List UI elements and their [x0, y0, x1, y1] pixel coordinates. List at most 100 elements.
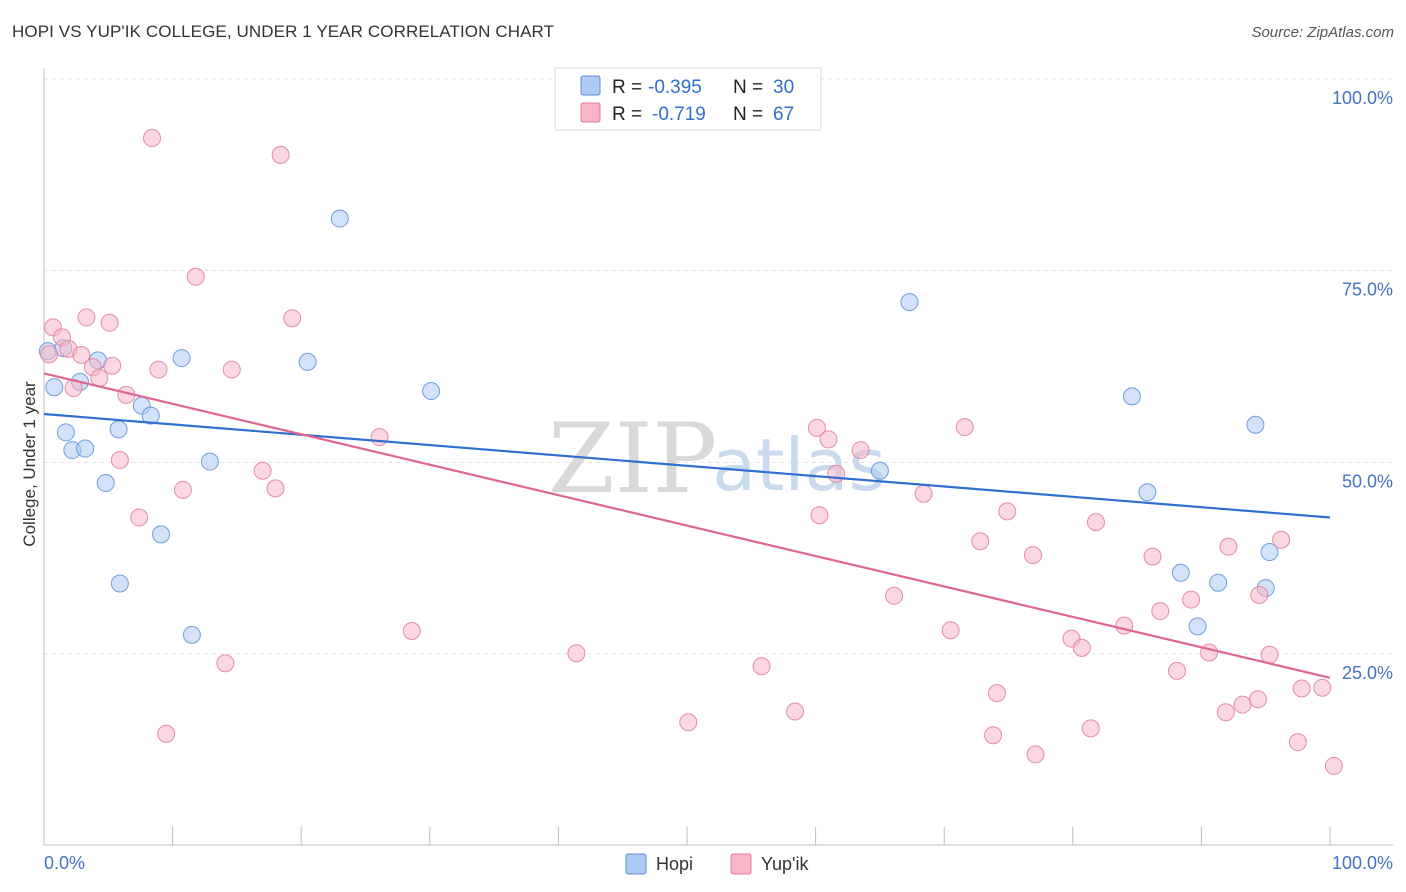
- point-yupik-44: [1023, 546, 1042, 565]
- legend-n-value-hopi: 30: [773, 77, 794, 98]
- point-yupik-60: [1250, 585, 1269, 604]
- bottom-legend: Hopi Yup'ik: [625, 853, 809, 875]
- point-hopi-27: [1246, 415, 1265, 434]
- watermark-zip: ZIP: [548, 403, 717, 515]
- gridlines: [44, 78, 1393, 655]
- point-yupik-26: [402, 622, 421, 640]
- trend-line-yupik: [43, 372, 1331, 679]
- point-yupik-41: [984, 726, 1003, 745]
- point-yupik-20: [222, 360, 241, 379]
- point-hopi-6: [76, 439, 95, 458]
- point-yupik-56: [1216, 703, 1235, 722]
- axes: [43, 68, 1393, 846]
- point-yupik-27: [567, 644, 586, 663]
- point-yupik-40: [971, 532, 990, 551]
- point-yupik-36: [885, 586, 904, 605]
- x-tick-labels: 0.0% 100.0%: [44, 853, 1393, 873]
- point-yupik-42: [987, 684, 1006, 703]
- point-yupik-9: [100, 313, 119, 332]
- point-yupik-53: [1167, 661, 1186, 680]
- legend-box: R = -0.395 N = 30 R = -0.719 N = 67: [554, 67, 822, 131]
- y-tick-label-1: 75.0%: [1342, 280, 1393, 300]
- point-yupik-43: [998, 502, 1017, 521]
- point-hopi-25: [1188, 617, 1207, 636]
- trend-line-hopi: [43, 412, 1331, 519]
- point-hopi-29: [1260, 543, 1279, 562]
- point-yupik-30: [786, 702, 805, 721]
- point-yupik-58: [1233, 695, 1252, 714]
- point-hopi-24: [1171, 563, 1190, 582]
- point-yupik-52: [1151, 602, 1170, 621]
- point-hopi-3: [56, 423, 75, 442]
- point-yupik-6: [77, 308, 96, 327]
- point-yupik-29: [752, 657, 771, 676]
- point-yupik-45: [1026, 745, 1045, 764]
- legend-n-label-hopi: N =: [733, 77, 763, 98]
- legend-n-label-yupik: N =: [733, 104, 763, 125]
- point-yupik-28: [679, 713, 698, 732]
- point-yupik-17: [173, 480, 192, 499]
- chart-title: HOPI VS YUP'IK COLLEGE, UNDER 1 YEAR COR…: [12, 22, 555, 41]
- point-yupik-62: [1272, 530, 1291, 549]
- point-yupik-22: [266, 479, 285, 498]
- point-hopi-9: [109, 420, 128, 439]
- point-hopi-22: [1122, 387, 1141, 406]
- point-hopi-26: [1209, 573, 1228, 592]
- point-yupik-63: [1288, 733, 1307, 752]
- point-yupik-10: [103, 356, 122, 375]
- point-yupik-23: [271, 145, 290, 164]
- bottom-legend-label-yupik: Yup'ik: [761, 854, 809, 874]
- point-hopi-10: [110, 574, 129, 593]
- point-yupik-65: [1313, 678, 1332, 697]
- x-tick-label-left: 0.0%: [44, 853, 85, 873]
- point-yupik-13: [130, 508, 149, 527]
- point-yupik-35: [851, 441, 870, 460]
- point-yupik-11: [110, 451, 129, 470]
- point-yupik-49: [1086, 513, 1105, 532]
- point-yupik-51: [1143, 547, 1162, 566]
- legend-r-label-hopi: R =: [612, 77, 642, 98]
- point-hopi-19: [422, 382, 441, 401]
- y-tick-labels: 100.0% 75.0% 50.0% 25.0%: [1332, 88, 1393, 683]
- bottom-legend-swatch-hopi: [625, 853, 647, 875]
- point-hopi-20: [870, 461, 889, 480]
- point-hopi-12: [141, 406, 160, 425]
- point-hopi-21: [900, 293, 919, 312]
- point-hopi-8: [96, 474, 115, 493]
- point-yupik-54: [1182, 590, 1201, 609]
- point-hopi-23: [1138, 483, 1157, 502]
- y-axis-label: College, Under 1 year: [20, 381, 39, 547]
- legend-swatch-hopi: [580, 75, 601, 96]
- y-tick-label-0: 100.0%: [1332, 88, 1393, 108]
- source-credit: Source: ZipAtlas.com: [1251, 24, 1394, 41]
- point-yupik-5: [72, 346, 91, 364]
- point-yupik-24: [283, 309, 302, 328]
- point-yupik-66: [1324, 756, 1343, 775]
- point-hopi-1: [45, 378, 64, 397]
- point-yupik-34: [827, 464, 846, 483]
- data-points: [38, 129, 1343, 775]
- point-yupik-16: [157, 724, 176, 743]
- point-hopi-18: [330, 209, 349, 228]
- point-yupik-64: [1292, 679, 1311, 698]
- x-tick-label-right: 100.0%: [1332, 853, 1393, 873]
- point-yupik-19: [216, 654, 235, 673]
- legend-r-value-hopi: -0.395: [648, 77, 702, 98]
- point-yupik-38: [941, 621, 960, 640]
- point-yupik-47: [1072, 638, 1091, 657]
- y-tick-label-3: 25.0%: [1342, 663, 1393, 683]
- point-yupik-14: [143, 129, 162, 148]
- watermark-atlas: atlas: [712, 423, 886, 507]
- point-yupik-33: [819, 430, 838, 449]
- point-yupik-37: [914, 484, 933, 503]
- point-yupik-32: [810, 506, 829, 525]
- point-yupik-18: [186, 267, 205, 286]
- point-yupik-55: [1200, 643, 1219, 662]
- point-yupik-25: [370, 428, 389, 447]
- point-yupik-31: [807, 418, 826, 437]
- point-hopi-14: [172, 349, 191, 368]
- point-yupik-21: [253, 461, 272, 480]
- point-yupik-15: [149, 360, 168, 379]
- point-yupik-0: [40, 345, 59, 364]
- point-yupik-61: [1260, 645, 1279, 664]
